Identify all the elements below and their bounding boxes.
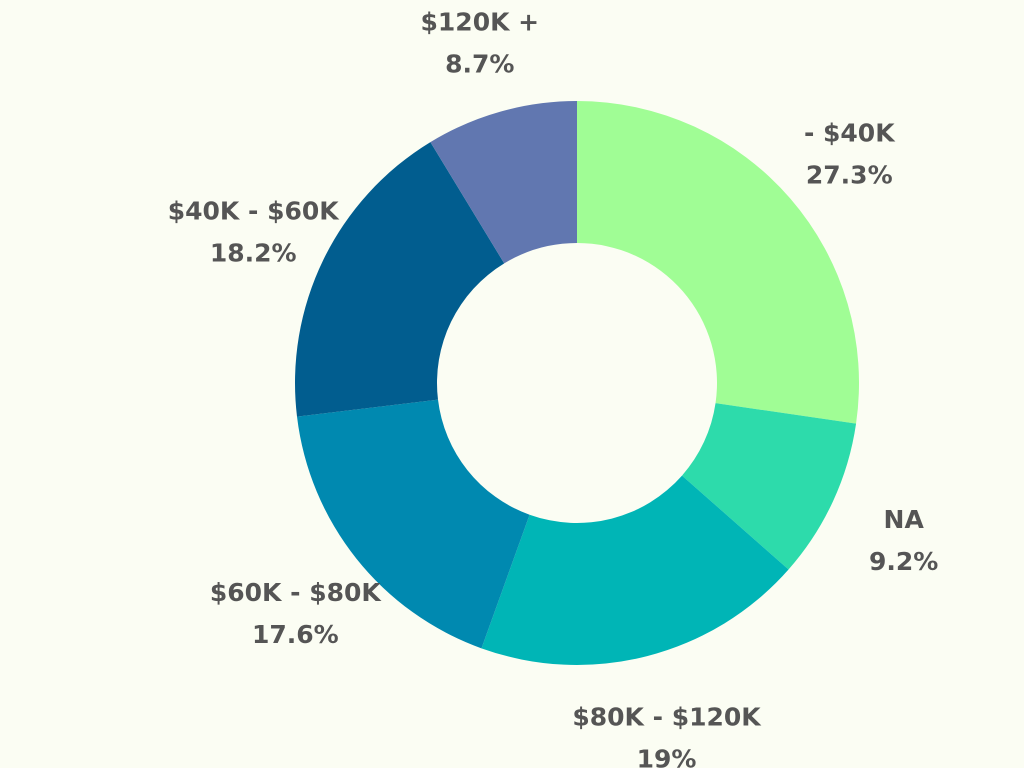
slice-category-label: NA xyxy=(884,505,925,534)
slice-percent-label: 18.2% xyxy=(210,239,297,268)
slice-label: $40K - $60K 18.2% xyxy=(168,197,341,268)
slice-label: NA 9.2% xyxy=(869,505,938,576)
slice-label: - $40K 27.3% xyxy=(804,118,896,189)
slice-label: $80K - $120K 19% xyxy=(572,703,762,768)
donut-slice xyxy=(297,399,530,649)
donut-slice xyxy=(481,475,789,665)
slice-percent-label: 9.2% xyxy=(869,547,938,576)
slice-label: $60K - $80K 17.6% xyxy=(210,578,383,649)
slice-category-label: - $40K xyxy=(804,118,896,147)
donut-slice xyxy=(577,101,859,424)
donut-slice xyxy=(430,101,577,264)
slice-category-label: $60K - $80K xyxy=(210,578,383,607)
slice-percent-label: 27.3% xyxy=(806,160,893,189)
donut-slice xyxy=(295,142,505,417)
slice-percent-label: 17.6% xyxy=(252,620,339,649)
slice-percent-label: 19% xyxy=(637,745,697,768)
slice-category-label: $80K - $120K xyxy=(572,703,762,732)
slice-category-label: $40K - $60K xyxy=(168,197,341,226)
slices-group xyxy=(295,101,859,665)
slice-category-label: $120K + xyxy=(421,7,540,36)
slice-percent-label: 8.7% xyxy=(445,49,514,78)
labels-group: - $40K 27.3% NA 9.2% $80K - $120K 19% $60K - $… xyxy=(168,7,939,768)
slice-label: $120K + 8.7% xyxy=(421,7,540,78)
donut-slice xyxy=(682,403,857,570)
